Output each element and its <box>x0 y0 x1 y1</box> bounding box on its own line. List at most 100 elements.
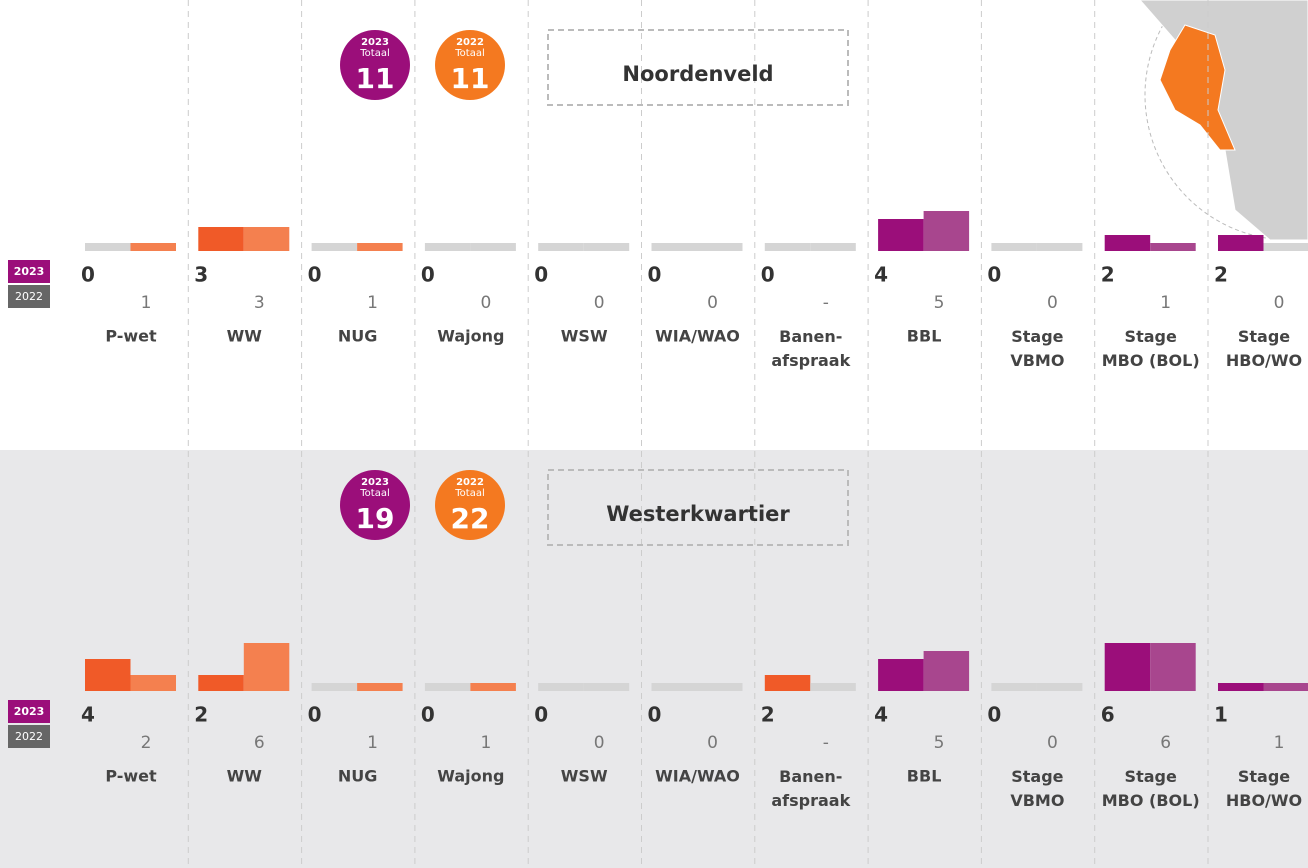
bar <box>923 211 970 251</box>
value-2023: 2 <box>1101 263 1115 287</box>
empty-bar <box>538 243 584 251</box>
category-label: BBL <box>907 327 942 346</box>
legend-badge <box>8 285 50 308</box>
category-label: WIA/WAO <box>655 767 740 786</box>
empty-bar <box>583 243 630 251</box>
empty-bar <box>538 683 584 691</box>
bar <box>923 651 970 691</box>
value-2023: 4 <box>874 703 888 727</box>
category-label: Stage HBO/WO <box>1226 327 1302 370</box>
bar <box>1218 683 1264 691</box>
category-label: Banen-afspraak <box>771 767 850 810</box>
empty-bar <box>651 243 697 251</box>
value-2022: 5 <box>934 733 945 753</box>
value-2022: 3 <box>254 293 265 313</box>
total-year: 2023 <box>361 477 389 488</box>
category-label: Stage MBO (BOL) <box>1102 767 1200 810</box>
total-label: Totaal <box>454 48 484 59</box>
legend-label: 2023 <box>14 705 45 718</box>
category-label: Wajong <box>437 327 504 346</box>
category-label: WSW <box>561 767 608 786</box>
value-2023: 2 <box>194 703 208 727</box>
empty-bar <box>991 683 1037 691</box>
bar <box>243 227 290 251</box>
value-2023: 2 <box>761 703 775 727</box>
category-label: Stage HBO/WO <box>1226 767 1302 810</box>
value-2022: 0 <box>480 293 491 313</box>
value-2022: 0 <box>707 733 718 753</box>
value-2022: 6 <box>254 733 265 753</box>
value-2023: 0 <box>534 263 548 287</box>
category-label: WIA/WAO <box>655 327 740 346</box>
value-2022: 0 <box>594 293 605 313</box>
empty-bar <box>651 683 697 691</box>
category-label: WW <box>227 327 263 346</box>
legend-label: 2022 <box>15 290 43 303</box>
category-label: Stage VBMO <box>1010 767 1064 810</box>
empty-bar <box>424 243 471 251</box>
map-highlight <box>1159 24 1236 151</box>
bar <box>130 243 176 251</box>
value-2022: 1 <box>1274 733 1285 753</box>
bar <box>130 675 176 691</box>
category-label: WSW <box>561 327 608 346</box>
bar <box>1104 235 1151 251</box>
empty-bar <box>311 243 358 251</box>
bar <box>85 659 131 691</box>
empty-bar <box>1036 683 1083 691</box>
category-label: NUG <box>338 327 378 346</box>
empty-bar <box>1036 243 1083 251</box>
category-label: P-wet <box>105 767 157 786</box>
empty-bar <box>810 243 856 251</box>
value-2022: 1 <box>141 293 152 313</box>
total-label: Totaal <box>359 48 389 59</box>
value-2022: 6 <box>1160 733 1171 753</box>
legend-label: 2023 <box>14 265 45 278</box>
category-label: Stage MBO (BOL) <box>1102 327 1200 370</box>
total-circle <box>340 470 410 540</box>
total-value: 11 <box>356 62 395 95</box>
total-label: Totaal <box>359 488 389 499</box>
total-year: 2022 <box>456 37 484 48</box>
title-box <box>547 29 849 106</box>
map-region <box>1139 0 1308 241</box>
total-label: Totaal <box>454 488 484 499</box>
bar <box>357 243 403 251</box>
value-2022: 0 <box>1047 733 1058 753</box>
panel-background <box>0 450 1308 868</box>
value-2023: 2 <box>1214 263 1228 287</box>
bar <box>1263 683 1308 691</box>
value-2023: 0 <box>761 263 775 287</box>
bar <box>1150 643 1196 691</box>
value-2022: 0 <box>594 733 605 753</box>
legend-badge <box>8 725 50 748</box>
empty-bar <box>991 243 1037 251</box>
value-2023: 0 <box>648 703 662 727</box>
bar <box>470 683 516 691</box>
panel-title: Westerkwartier <box>606 502 790 526</box>
value-2023: 0 <box>421 263 435 287</box>
total-value: 19 <box>356 502 395 535</box>
bar <box>198 227 244 251</box>
value-2023: 0 <box>81 263 95 287</box>
value-2022: 2 <box>141 733 152 753</box>
value-2022: 5 <box>934 293 945 313</box>
value-2022: 1 <box>480 733 491 753</box>
total-value: 11 <box>451 62 490 95</box>
legend-badge <box>8 260 50 283</box>
title-box <box>547 469 849 546</box>
bar <box>1150 243 1196 251</box>
value-2022: - <box>823 293 829 313</box>
bar <box>198 675 244 691</box>
panel-title: Noordenveld <box>622 62 773 86</box>
value-2022: 0 <box>1047 293 1058 313</box>
value-2023: 4 <box>81 703 95 727</box>
value-2023: 0 <box>308 703 322 727</box>
bar <box>1218 235 1264 251</box>
empty-bar <box>697 683 743 691</box>
empty-bar <box>764 243 811 251</box>
value-2022: 1 <box>367 293 378 313</box>
category-label: NUG <box>338 767 378 786</box>
bar <box>1104 643 1151 691</box>
